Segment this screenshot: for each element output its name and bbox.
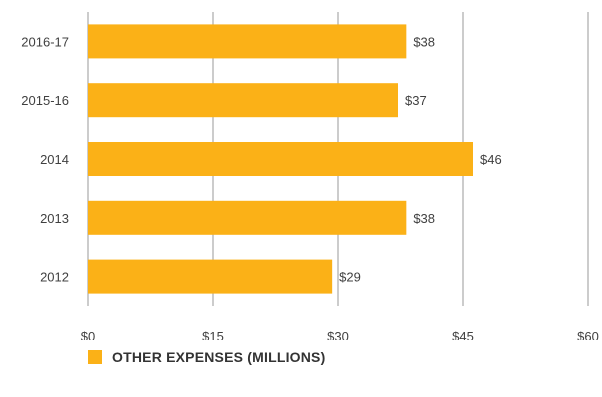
legend-swatch	[88, 350, 102, 364]
x-tick-label: $15	[202, 329, 224, 340]
x-tick-label: $45	[452, 329, 474, 340]
x-tick-label: $0	[81, 329, 95, 340]
bar-2013	[88, 200, 407, 235]
data-label: $38	[413, 211, 435, 226]
bar-2014	[88, 142, 473, 176]
data-label: $46	[480, 152, 502, 167]
category-label: 2014	[40, 152, 69, 167]
bar-chart: $0 $15 $30 $45 $60 2016-17 $38 2015-16 $37 2014 $4…	[21, 12, 599, 340]
bar-2015-16	[88, 83, 398, 118]
x-tick-label: $60	[577, 329, 599, 340]
data-label: $37	[405, 93, 427, 108]
category-label: 2013	[40, 211, 69, 226]
category-label: 2016-17	[21, 34, 69, 49]
bar-2016-17	[88, 24, 407, 59]
data-label: $38	[413, 34, 435, 49]
legend-label: OTHER EXPENSES (MILLIONS)	[112, 349, 326, 365]
legend: OTHER EXPENSES (MILLIONS)	[88, 349, 325, 365]
data-label: $29	[339, 270, 361, 285]
category-label: 2015-16	[21, 93, 69, 108]
bar-2012	[88, 259, 333, 294]
category-label: 2012	[40, 270, 69, 285]
x-tick-label: $30	[327, 329, 349, 340]
